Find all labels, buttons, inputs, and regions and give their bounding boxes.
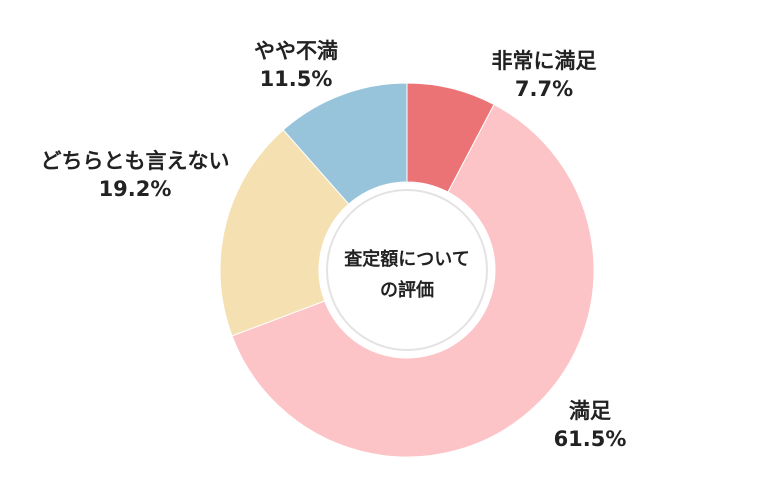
center-label-line-2: の評価 [380, 279, 434, 301]
label-neutral-value: 19.2% [99, 177, 172, 201]
slices-group [219, 82, 595, 458]
center-hole [319, 182, 495, 358]
label-slightly-dissatisfied-value: 11.5% [260, 67, 333, 91]
center-label-line-1: 査定額について [344, 248, 469, 270]
label-very-satisfied-value: 7.7% [515, 77, 573, 101]
label-neutral-name: どちらとも言えない [41, 149, 230, 173]
label-satisfied-value: 61.5% [554, 427, 627, 451]
label-very-satisfied-name: 非常に満足 [492, 49, 597, 73]
label-slightly-dissatisfied-name: やや不満 [254, 39, 338, 63]
center-ring [326, 189, 488, 351]
label-satisfied-name: 満足 [569, 399, 611, 423]
